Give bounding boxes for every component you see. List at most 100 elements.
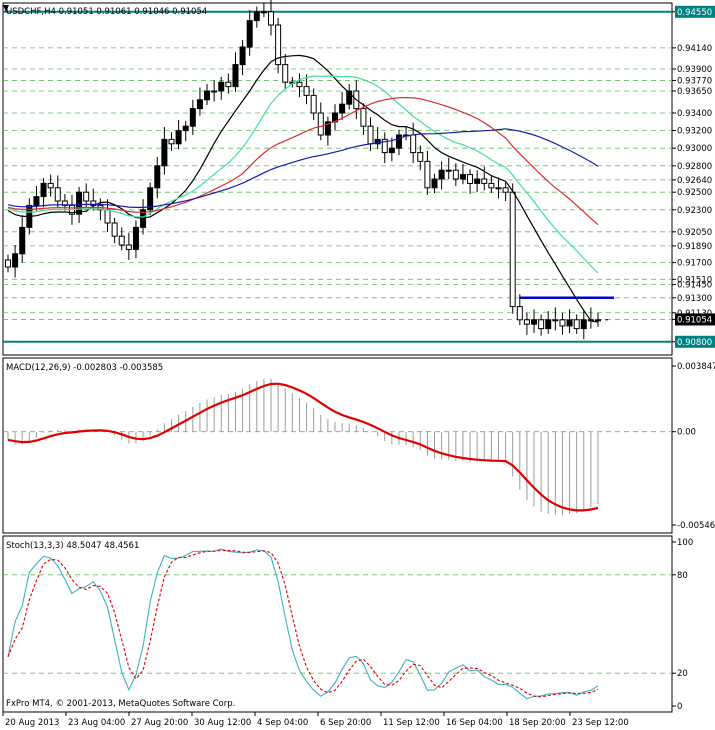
- candle-body: [19, 226, 26, 255]
- candle-body: [580, 319, 587, 330]
- candle: [431, 173, 438, 194]
- candle: [239, 39, 246, 76]
- candle-body: [424, 160, 431, 189]
- candle-body: [189, 108, 196, 127]
- candle: [147, 182, 154, 216]
- candle: [303, 74, 310, 105]
- candle: [388, 137, 395, 162]
- candle: [275, 17, 282, 74]
- candle-body: [161, 138, 168, 167]
- candle-body: [260, 11, 267, 14]
- candle: [523, 312, 530, 335]
- candle: [246, 10, 253, 56]
- macd-axis-label: 0.003847: [677, 362, 715, 372]
- candle-body: [204, 90, 211, 101]
- candle-body: [40, 182, 47, 198]
- candle: [111, 217, 118, 244]
- candle: [310, 88, 317, 121]
- candle-body: [104, 209, 111, 224]
- candle-body: [531, 319, 538, 325]
- candle: [417, 145, 424, 171]
- candle-body: [410, 134, 417, 154]
- main-panel-frame: [2, 2, 673, 356]
- time-axis-label: 27 Aug 20:00: [131, 718, 188, 728]
- candle: [260, 3, 267, 18]
- candle-body: [47, 182, 54, 189]
- candle-body: [175, 130, 182, 145]
- candle: [196, 87, 203, 116]
- candle-body: [275, 24, 282, 66]
- candle-body: [111, 222, 118, 237]
- candle-body: [310, 94, 317, 114]
- candle-body: [502, 187, 509, 193]
- candle-body: [538, 319, 545, 330]
- candle-body: [54, 187, 61, 202]
- candle-body: [182, 125, 189, 132]
- stoch-axis-label: 80: [677, 571, 688, 581]
- candle-body: [552, 319, 559, 322]
- candle: [189, 99, 196, 135]
- candle: [438, 161, 445, 190]
- candle-body: [388, 147, 395, 154]
- candle-body: [523, 319, 530, 325]
- candle: [47, 174, 54, 197]
- candle-body: [317, 112, 324, 136]
- candle: [531, 309, 538, 333]
- candle: [317, 102, 324, 141]
- candle-body: [360, 108, 367, 127]
- candle-body: [595, 319, 601, 322]
- candle: [211, 80, 218, 102]
- price-label: 0.93650: [677, 87, 712, 97]
- price-tag: [675, 313, 715, 326]
- candle: [502, 182, 509, 201]
- price-label: 0.94550: [677, 8, 712, 18]
- price-label: 0.94140: [677, 44, 712, 54]
- stoch-axis-label: 100: [677, 538, 693, 548]
- candle-body: [431, 178, 438, 189]
- candle-body: [559, 319, 566, 327]
- candle: [296, 73, 303, 98]
- copyright-text: FxPro MT4, © 2001-2013, MetaQuotes Softw…: [6, 699, 235, 709]
- candle-body: [296, 81, 303, 88]
- candle: [445, 157, 452, 179]
- price-label: 0.92500: [677, 188, 712, 198]
- candle: [218, 76, 225, 100]
- macd-axis-label: -0.005465: [677, 521, 715, 531]
- price-label: 0.93000: [677, 144, 712, 154]
- time-axis-label: 11 Sep 12:00: [383, 718, 440, 728]
- stoch-main-line: [7, 548, 599, 700]
- time-axis-label: 20 Aug 2013: [5, 718, 59, 728]
- candle: [374, 127, 381, 150]
- price-tag: [675, 5, 715, 18]
- candle-body: [339, 103, 346, 114]
- price-label: 0.91700: [677, 259, 712, 269]
- candle-body: [253, 11, 260, 22]
- candle: [545, 311, 552, 334]
- price-label: 0.91300: [677, 294, 712, 304]
- candle: [232, 52, 239, 92]
- time-axis-label: 18 Sep 20:00: [509, 718, 566, 728]
- stoch-axis-label: 0: [677, 702, 682, 712]
- candle-body: [211, 90, 218, 93]
- candle: [573, 314, 580, 334]
- candle: [40, 178, 47, 208]
- candle: [204, 83, 211, 106]
- candle-body: [282, 64, 289, 83]
- candle: [346, 83, 353, 110]
- candle: [282, 54, 289, 90]
- candle: [538, 314, 545, 336]
- chart-menu-icon[interactable]: [3, 5, 9, 12]
- macd-panel-frame: [2, 357, 673, 534]
- price-label: 0.91450: [677, 281, 712, 291]
- macd-title: MACD(12,26,9) -0.002803 -0.003585: [6, 363, 163, 373]
- candle-body: [5, 259, 11, 268]
- chart-title: USDCHF,H4 0.91051 0.91061 0.91046 0.9105…: [6, 7, 207, 17]
- candle-body: [232, 64, 239, 88]
- candle-body: [33, 196, 40, 206]
- time-axis-label: 4 Sep 04:00: [257, 718, 308, 728]
- candle-body: [545, 319, 552, 330]
- candle: [118, 227, 125, 251]
- candle-body: [438, 169, 445, 180]
